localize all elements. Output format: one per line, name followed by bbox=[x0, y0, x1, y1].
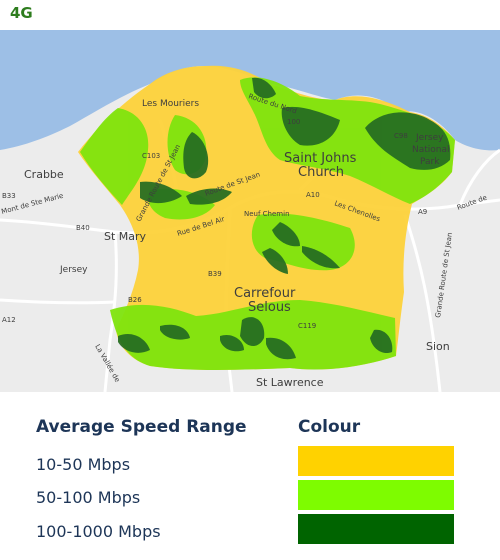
legend-range-header: Average Speed Range bbox=[36, 417, 247, 437]
place-crabbe: Crabbe bbox=[24, 168, 64, 181]
place-church: Church bbox=[298, 165, 344, 180]
place-sion: Sion bbox=[426, 340, 450, 353]
coverage-map[interactable]: Les Mouriers Route du Nord 100 C98 Jerse… bbox=[0, 30, 500, 392]
road-neuf-chemin: Neuf Chemin bbox=[244, 210, 290, 218]
place-st-lawrence: St Lawrence bbox=[256, 376, 324, 389]
legend-label-50-100: 50-100 Mbps bbox=[36, 488, 141, 507]
road-b40: B40 bbox=[76, 224, 90, 232]
place-park: Park bbox=[420, 157, 440, 167]
place-selous: Selous bbox=[248, 300, 291, 315]
legend-colour-header: Colour bbox=[298, 417, 361, 437]
road-b26: B26 bbox=[128, 296, 142, 304]
place-jersey-west: Jersey bbox=[59, 265, 88, 275]
road-100: 100 bbox=[287, 118, 300, 126]
place-les-mouriers: Les Mouriers bbox=[142, 99, 199, 109]
road-c98: C98 bbox=[394, 132, 408, 140]
network-title: 4G bbox=[10, 4, 33, 22]
road-a9: A9 bbox=[418, 208, 427, 216]
road-b39: B39 bbox=[208, 270, 222, 278]
legend-swatch-50-100 bbox=[298, 480, 454, 510]
speed-legend: Average Speed Range Colour 10-50 Mbps 50… bbox=[0, 405, 500, 560]
road-b33: B33 bbox=[2, 192, 16, 200]
road-c103: C103 bbox=[142, 152, 160, 160]
legend-label-10-50: 10-50 Mbps bbox=[36, 455, 131, 474]
legend-label-100-1000: 100-1000 Mbps bbox=[36, 522, 161, 541]
road-a12: A12 bbox=[2, 316, 16, 324]
place-st-mary: St Mary bbox=[104, 230, 147, 243]
place-carrefour: Carrefour bbox=[234, 286, 296, 301]
sea bbox=[0, 30, 500, 151]
coverage-area-100-1000 bbox=[118, 77, 451, 360]
legend-swatch-100-1000 bbox=[298, 514, 454, 544]
place-national: National bbox=[412, 145, 450, 155]
place-jersey-national: Jersey bbox=[415, 133, 444, 143]
place-saint-johns: Saint Johns bbox=[284, 151, 357, 166]
road-c119: C119 bbox=[298, 322, 316, 330]
legend-swatch-10-50 bbox=[298, 446, 454, 476]
road-a10: A10 bbox=[306, 191, 320, 199]
